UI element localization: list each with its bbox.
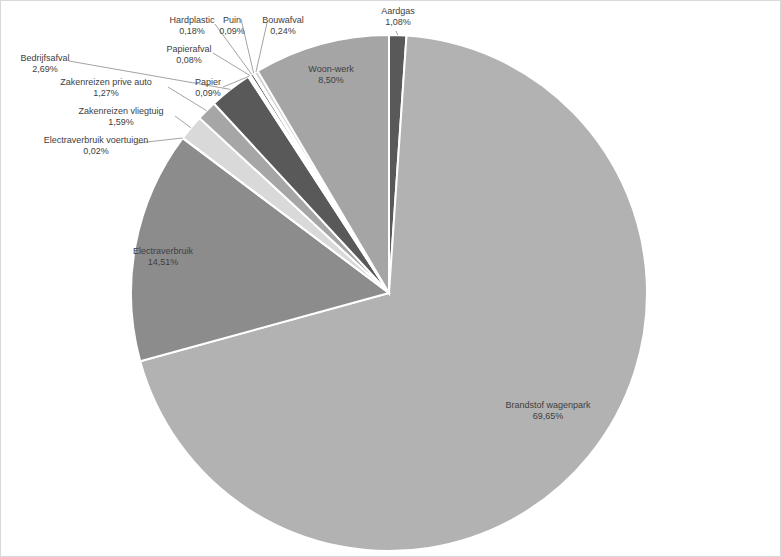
svg-text:Zakenreizen vliegtuig1,59%: Zakenreizen vliegtuig1,59% (78, 106, 163, 127)
svg-text:Bouwafval0,24%: Bouwafval0,24% (262, 15, 304, 36)
svg-text:Puin0,09%: Puin0,09% (219, 15, 245, 36)
svg-text:Woon-werk8,50%: Woon-werk8,50% (308, 64, 354, 85)
svg-text:Papierafval0,08%: Papierafval0,08% (166, 44, 211, 65)
svg-text:Bedrijfsafval2,69%: Bedrijfsafval2,69% (20, 53, 69, 74)
svg-text:Electraverbruik voertuigen0,02: Electraverbruik voertuigen0,02% (44, 135, 149, 156)
svg-text:Papier0,09%: Papier0,09% (195, 77, 221, 98)
svg-text:Hardplastic0,18%: Hardplastic0,18% (169, 15, 215, 36)
svg-text:Brandstof wagenpark69,65%: Brandstof wagenpark69,65% (505, 400, 591, 421)
svg-text:Electraverbruik14,51%: Electraverbruik14,51% (133, 246, 194, 267)
svg-text:Aardgas1,08%: Aardgas1,08% (381, 6, 415, 27)
svg-text:Zakenreizen prive auto1,27%: Zakenreizen prive auto1,27% (60, 77, 152, 98)
